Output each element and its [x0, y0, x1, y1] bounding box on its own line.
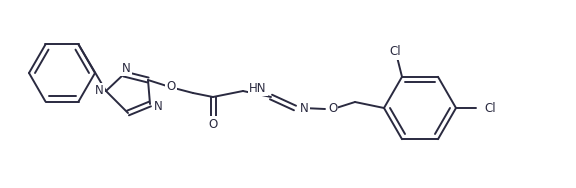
- Text: N: N: [122, 61, 130, 74]
- Text: Cl: Cl: [389, 45, 401, 58]
- Text: N: N: [94, 84, 103, 98]
- Text: O: O: [328, 102, 338, 115]
- Text: N: N: [154, 99, 162, 112]
- Text: Cl: Cl: [484, 102, 495, 114]
- Text: HN: HN: [249, 82, 267, 95]
- Text: O: O: [166, 80, 176, 93]
- Text: O: O: [209, 118, 218, 130]
- Text: N: N: [300, 102, 309, 115]
